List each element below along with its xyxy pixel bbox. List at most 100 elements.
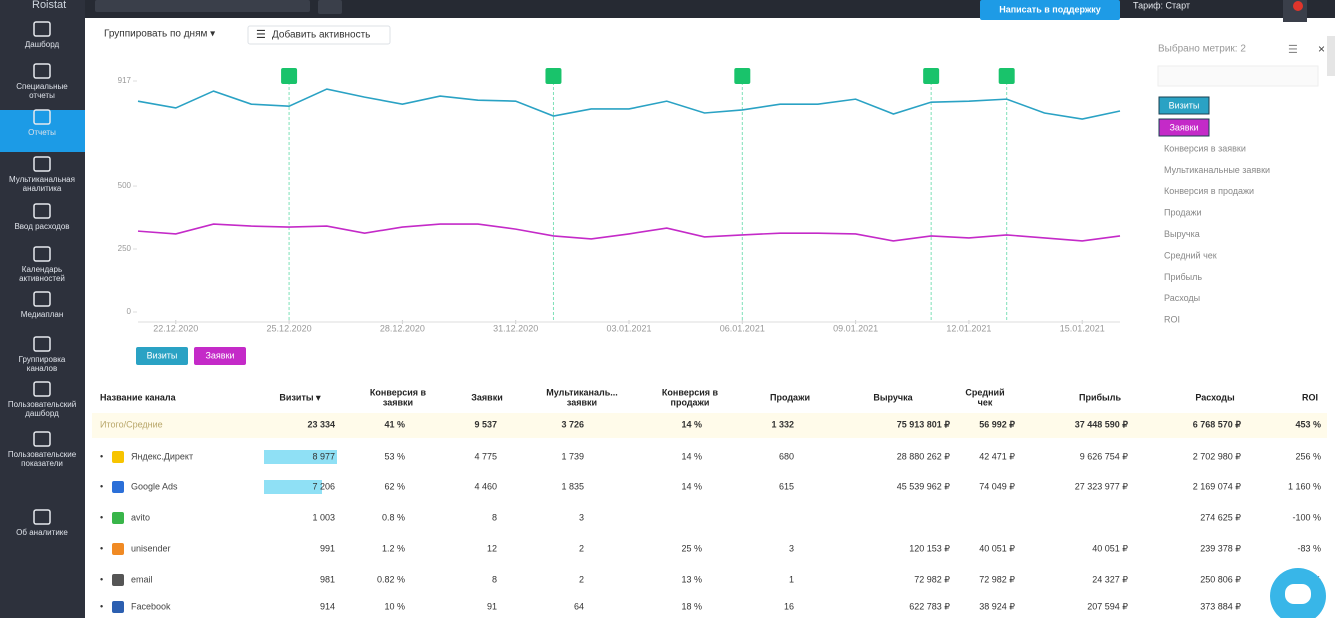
x-tick-label: 28.12.2020 bbox=[380, 323, 425, 333]
column-header[interactable]: заявки bbox=[383, 397, 413, 407]
cell: 207 594 ₽ bbox=[1087, 601, 1128, 611]
add-activity-label[interactable]: Добавить активность bbox=[272, 29, 370, 41]
metric-option[interactable]: Конверсия в продажи bbox=[1164, 186, 1254, 196]
menu-icon bbox=[33, 381, 51, 397]
channel-name[interactable]: Facebook bbox=[131, 601, 171, 611]
column-header[interactable]: Заявки bbox=[471, 392, 502, 402]
legend-label[interactable]: Заявки bbox=[205, 350, 234, 360]
visits-bar bbox=[264, 450, 337, 464]
menu-label[interactable]: каналов bbox=[27, 364, 57, 373]
menu-label[interactable]: Календарь bbox=[22, 265, 62, 274]
table: Название канала Визиты ▾ Конверсия взаявки… bbox=[92, 387, 1327, 613]
menu-label[interactable]: Специальные bbox=[16, 82, 68, 91]
cell: -100 % bbox=[1292, 512, 1321, 522]
metric-option[interactable]: Продажи bbox=[1164, 208, 1202, 218]
menu-label[interactable]: Пользовательский bbox=[8, 400, 76, 409]
support-label[interactable]: Написать в поддержку bbox=[999, 4, 1101, 14]
channel-name[interactable]: avito bbox=[131, 512, 150, 522]
menu-label[interactable]: Группировка bbox=[19, 355, 66, 364]
activity-marker[interactable] bbox=[998, 68, 1015, 84]
column-header[interactable]: Прибыль bbox=[1079, 392, 1121, 402]
column-header[interactable]: ROI bbox=[1302, 392, 1318, 402]
cell: 8 bbox=[492, 574, 497, 584]
metric-chip[interactable] bbox=[1158, 118, 1210, 137]
menu-label[interactable]: Мультиканальная bbox=[9, 175, 75, 184]
scrollbar bbox=[1327, 36, 1335, 76]
cell: 0.8 % bbox=[382, 512, 405, 522]
add-activity-button[interactable] bbox=[247, 25, 391, 45]
menu-label[interactable]: аналитика bbox=[23, 184, 62, 193]
menu-label[interactable]: Отчеты bbox=[28, 128, 56, 137]
menu-label[interactable]: дашборд bbox=[25, 409, 59, 418]
map-button[interactable] bbox=[318, 0, 342, 14]
cell: 25 % bbox=[681, 543, 702, 553]
channel-name[interactable]: Итого/Средние bbox=[100, 419, 163, 429]
column-header[interactable]: Выручка bbox=[873, 392, 913, 402]
activity-marker[interactable] bbox=[923, 68, 940, 84]
activity-marker[interactable] bbox=[545, 68, 562, 84]
cell: 680 bbox=[779, 451, 794, 461]
column-header[interactable]: чек bbox=[978, 397, 993, 407]
cell: 622 783 ₽ bbox=[909, 601, 950, 611]
row-bullet: • bbox=[100, 574, 103, 584]
menu-icon bbox=[33, 203, 51, 219]
column-header[interactable]: Расходы bbox=[1195, 392, 1235, 402]
column-header[interactable]: Мультиканаль... bbox=[546, 387, 618, 397]
x-tick-label: 09.01.2021 bbox=[833, 323, 878, 333]
cell: 56 992 ₽ bbox=[979, 419, 1015, 429]
metric-chip-label[interactable]: Визиты bbox=[1169, 100, 1200, 110]
column-header[interactable]: Конверсия в bbox=[370, 387, 427, 397]
metrics-search[interactable] bbox=[1157, 65, 1319, 87]
menu-icon bbox=[33, 63, 51, 79]
channel-name[interactable]: unisender bbox=[131, 543, 171, 553]
column-header[interactable]: продажи bbox=[671, 397, 710, 407]
column-header[interactable]: Название канала bbox=[100, 392, 177, 402]
menu-label[interactable]: Дашборд bbox=[25, 40, 60, 49]
menu-label[interactable]: Об аналитике bbox=[16, 528, 68, 537]
legend-chip[interactable] bbox=[194, 347, 246, 365]
cell: 250 806 ₽ bbox=[1200, 574, 1241, 584]
menu-label[interactable]: Медиаплан bbox=[21, 310, 63, 319]
activity-marker[interactable] bbox=[281, 68, 298, 84]
metric-chip-label[interactable]: Заявки bbox=[1169, 122, 1198, 132]
menu-label[interactable]: Пользовательские bbox=[8, 450, 77, 459]
metric-chip[interactable] bbox=[1158, 96, 1210, 115]
metric-option[interactable]: Средний чек bbox=[1164, 250, 1217, 260]
metric-option[interactable]: Мультиканальные заявки bbox=[1164, 165, 1270, 175]
column-header[interactable]: Продажи bbox=[770, 392, 810, 402]
close-icon[interactable]: × bbox=[1318, 42, 1325, 56]
channel-name[interactable]: Google Ads bbox=[131, 481, 178, 491]
group-by[interactable]: Группировать по дням ▾ bbox=[104, 29, 215, 40]
metric-option[interactable]: Выручка bbox=[1164, 229, 1200, 239]
legend-chip[interactable] bbox=[136, 347, 188, 365]
menu-label[interactable]: показатели bbox=[21, 459, 63, 468]
y-tick-label: 917 bbox=[118, 76, 132, 85]
menu-active bbox=[0, 110, 85, 152]
row-bullet: • bbox=[100, 601, 103, 611]
menu-icon bbox=[33, 156, 51, 172]
menu-label[interactable]: Ввод расходов bbox=[14, 222, 69, 231]
column-header[interactable]: Средний bbox=[965, 387, 1004, 397]
metric-option[interactable]: Конверсия в заявки bbox=[1164, 143, 1246, 153]
column-header[interactable]: Конверсия в bbox=[662, 387, 719, 397]
list-icon: ☰ bbox=[256, 29, 266, 41]
columns-icon[interactable]: ☰ bbox=[1288, 44, 1298, 56]
metric-option[interactable]: ROI bbox=[1164, 315, 1180, 325]
activity-marker[interactable] bbox=[734, 68, 751, 84]
channel-name[interactable]: Яндекс.Директ bbox=[131, 451, 193, 461]
column-header[interactable]: заявки bbox=[567, 397, 597, 407]
cell: 3 726 bbox=[561, 419, 584, 429]
menu-icon bbox=[33, 109, 51, 125]
column-header[interactable]: Визиты ▾ bbox=[279, 392, 321, 402]
channel-name[interactable]: email bbox=[131, 574, 153, 584]
metric-option[interactable]: Расходы bbox=[1164, 293, 1200, 303]
support-button[interactable] bbox=[980, 0, 1120, 20]
menu-label[interactable]: активностей bbox=[19, 274, 65, 283]
menu-label[interactable]: отчеты bbox=[29, 91, 55, 100]
metric-option[interactable]: Прибыль bbox=[1164, 272, 1202, 282]
row-bullet: • bbox=[100, 481, 103, 491]
legend-label[interactable]: Визиты bbox=[147, 350, 178, 360]
project-select[interactable] bbox=[95, 0, 310, 12]
